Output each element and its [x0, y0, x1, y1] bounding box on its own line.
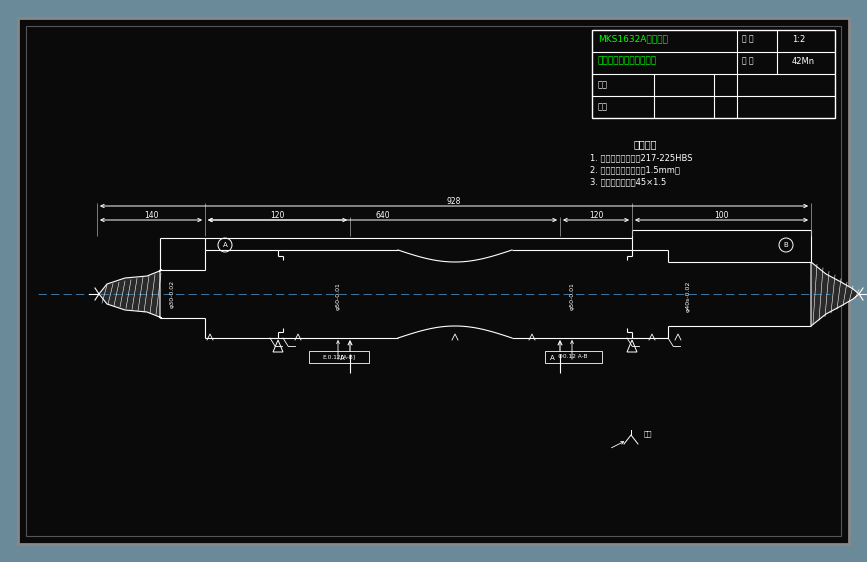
Text: 120: 120	[271, 211, 284, 220]
Text: 审核: 审核	[598, 102, 608, 111]
Text: 制图: 制图	[598, 80, 608, 89]
Text: φ30-0.02: φ30-0.02	[170, 280, 174, 308]
Text: φ50-0.01: φ50-0.01	[570, 282, 575, 310]
Text: 其余: 其余	[644, 430, 653, 437]
Text: 1:2: 1:2	[792, 34, 805, 43]
Text: 材 料: 材 料	[742, 57, 753, 66]
Text: 100: 100	[714, 211, 729, 220]
Text: A: A	[340, 355, 344, 361]
Circle shape	[218, 238, 232, 252]
Polygon shape	[627, 340, 637, 352]
Text: E.0.12[A-B]: E.0.12[A-B]	[323, 355, 355, 360]
Text: 42Mn: 42Mn	[792, 57, 815, 66]
Text: 3. 未注明的倒角为45×1.5: 3. 未注明的倒角为45×1.5	[590, 178, 666, 187]
Text: 技术要求: 技术要求	[633, 139, 656, 149]
Polygon shape	[273, 340, 283, 352]
Text: MKS1632A数控高速: MKS1632A数控高速	[598, 34, 668, 43]
Text: 2. 未注明的圆角半径为1.5mm；: 2. 未注明的圆角半径为1.5mm；	[590, 165, 680, 174]
Text: φ50-0.01: φ50-0.01	[336, 282, 341, 310]
Text: A: A	[223, 242, 227, 248]
Bar	[592, 30, 835, 118]
Text: B: B	[784, 242, 788, 248]
Text: 比 例: 比 例	[742, 34, 753, 43]
Circle shape	[779, 238, 793, 252]
Text: 1. 调质处理，硬度为217-225HBS: 1. 调质处理，硬度为217-225HBS	[590, 153, 693, 162]
Text: 928: 928	[447, 197, 461, 206]
Text: ⊕0.12 A-B: ⊕0.12 A-B	[558, 355, 588, 360]
Text: 140: 140	[144, 211, 159, 220]
FancyBboxPatch shape	[309, 351, 369, 363]
Text: 640: 640	[375, 211, 390, 220]
Text: 数控外圆磨床砂轮架主轴: 数控外圆磨床砂轮架主轴	[598, 57, 657, 66]
Polygon shape	[99, 270, 162, 318]
Text: φ40s-0.02: φ40s-0.02	[686, 280, 690, 312]
Text: A: A	[550, 355, 554, 361]
Polygon shape	[811, 262, 859, 326]
Text: 120: 120	[589, 211, 603, 220]
FancyBboxPatch shape	[545, 351, 602, 363]
